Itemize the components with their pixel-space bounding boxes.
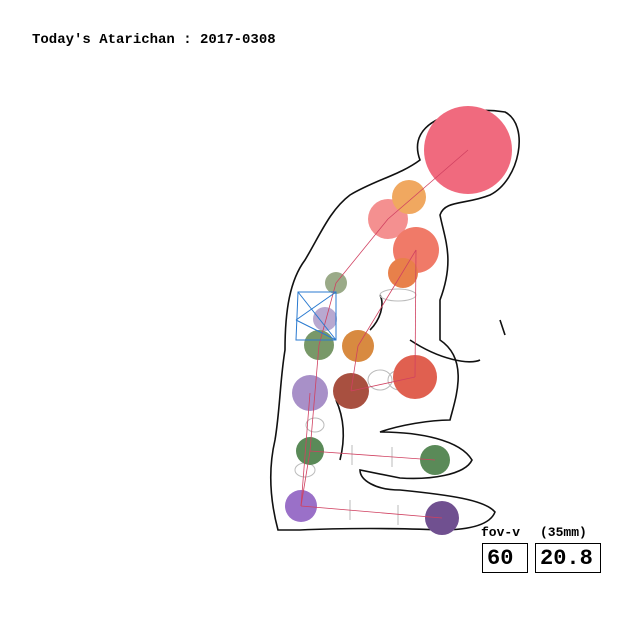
guide-ring	[367, 369, 393, 391]
bone	[357, 249, 417, 347]
joint	[388, 258, 418, 288]
guide-ring	[379, 288, 417, 302]
joint	[392, 180, 426, 214]
bone	[335, 218, 389, 284]
box-edge	[297, 291, 337, 341]
arm-line	[369, 294, 383, 331]
bone	[300, 505, 443, 519]
hand-box	[295, 291, 337, 341]
bone	[387, 149, 469, 220]
unit-label: (35mm)	[540, 525, 587, 540]
bone	[300, 450, 311, 507]
bone	[414, 249, 417, 378]
bone	[350, 376, 416, 392]
bone	[318, 282, 337, 346]
guide-ring	[294, 462, 316, 478]
guide-ring	[305, 417, 325, 433]
hand-line	[499, 319, 506, 336]
box-edge	[295, 319, 337, 341]
fov-input[interactable]: 60	[482, 543, 528, 573]
arm-line	[409, 339, 481, 363]
bone	[300, 392, 311, 507]
body-outline	[269, 109, 520, 531]
leg-line	[335, 399, 345, 461]
bone	[309, 450, 436, 461]
box-edge	[295, 291, 337, 321]
page-title: Today's Atarichan : 2017-0308	[32, 32, 276, 48]
bones	[300, 149, 469, 519]
outline	[269, 109, 520, 531]
joint	[313, 307, 337, 331]
focal-input[interactable]: 20.8	[535, 543, 601, 573]
fov-label: fov-v	[481, 525, 521, 540]
bone	[350, 345, 359, 392]
bone	[309, 344, 320, 452]
joints	[285, 106, 512, 535]
